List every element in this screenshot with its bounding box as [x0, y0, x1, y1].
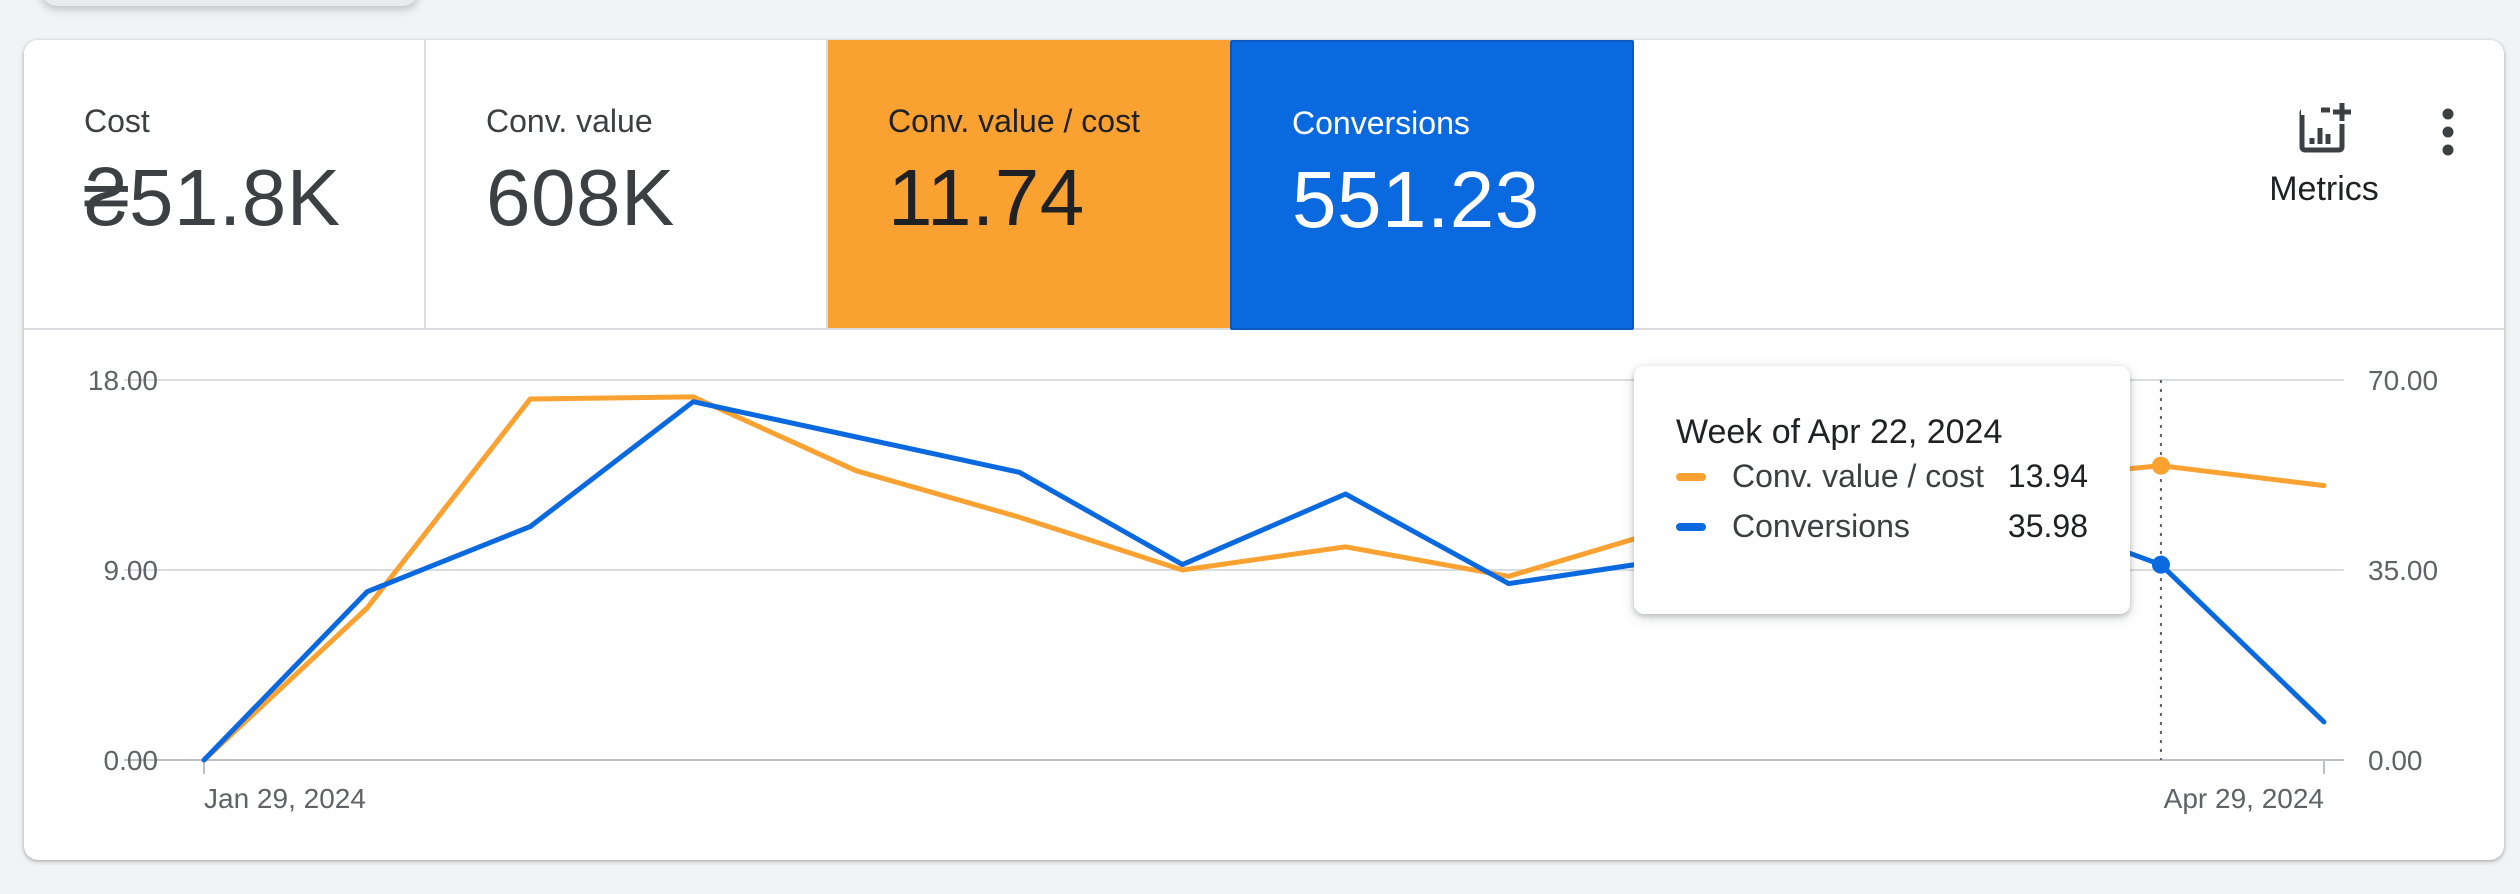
- metrics-button[interactable]: Metrics: [2234, 100, 2414, 220]
- x-tick-label: Apr 29, 2024: [2164, 783, 2324, 814]
- performance-card: Cost ₴51.8K Conv. value 608K Conv. value…: [24, 40, 2504, 860]
- tiles-divider: [1634, 328, 2504, 330]
- y-left-tick-label: 9.00: [104, 555, 159, 586]
- more-vert-icon: [2442, 108, 2454, 156]
- tooltip-series-name: Conv. value / cost: [1732, 458, 1984, 494]
- tile-label: Conv. value: [486, 103, 653, 139]
- tile-label: Cost: [84, 103, 150, 139]
- hover-point: [2151, 456, 2170, 475]
- tile-value: 11.74: [888, 153, 1085, 242]
- tooltip-row: Conv. value / cost 13.94: [1676, 452, 2130, 502]
- tile-conv-value[interactable]: Conv. value 608K: [426, 40, 828, 330]
- tooltip-series-name: Conversions: [1732, 508, 1910, 544]
- series-swatch: [1676, 523, 1706, 531]
- tooltip-row: Conversions 35.98: [1676, 502, 2130, 552]
- top-tab-shadow: [40, 0, 420, 6]
- tile-label: Conversions: [1292, 105, 1470, 141]
- y-right-tick-label: 35.00: [2368, 555, 2438, 586]
- metric-tiles: Cost ₴51.8K Conv. value 608K Conv. value…: [24, 40, 1634, 330]
- y-left-tick-label: 18.00: [88, 365, 158, 396]
- add-chart-icon: [2299, 100, 2354, 153]
- metrics-label: Metrics: [2269, 170, 2379, 208]
- tooltip-series-value: 13.94: [2007, 458, 2088, 494]
- tile-conv-value-per-cost[interactable]: Conv. value / cost 11.74: [828, 40, 1230, 330]
- performance-chart[interactable]: 18.00 70.00 9.00 35.00 0.00 0.00 Jan 29, 2024 A…: [24, 40, 2504, 860]
- tile-value: 551.23: [1292, 155, 1540, 244]
- tooltip-series-value: 35.98: [2007, 508, 2088, 544]
- y-left-tick-label: 0.00: [104, 745, 159, 776]
- y-right-tick-label: 0.00: [2368, 745, 2423, 776]
- y-right-tick-label: 70.00: [2368, 365, 2438, 396]
- tile-value: ₴51.8K: [84, 153, 341, 242]
- chart-tooltip: Week of Apr 22, 2024 Conv. value / cost …: [1634, 366, 2130, 614]
- tile-cost[interactable]: Cost ₴51.8K: [24, 40, 426, 330]
- hover-point: [2151, 555, 2170, 574]
- tooltip-title: Week of Apr 22, 2024: [1676, 413, 2003, 451]
- more-options-button[interactable]: [2420, 102, 2476, 166]
- x-tick-label: Jan 29, 2024: [204, 783, 366, 814]
- tile-value: 608K: [486, 153, 675, 242]
- tile-conversions[interactable]: Conversions 551.23: [1230, 40, 1634, 330]
- tile-label: Conv. value / cost: [888, 103, 1140, 139]
- series-swatch: [1676, 473, 1706, 481]
